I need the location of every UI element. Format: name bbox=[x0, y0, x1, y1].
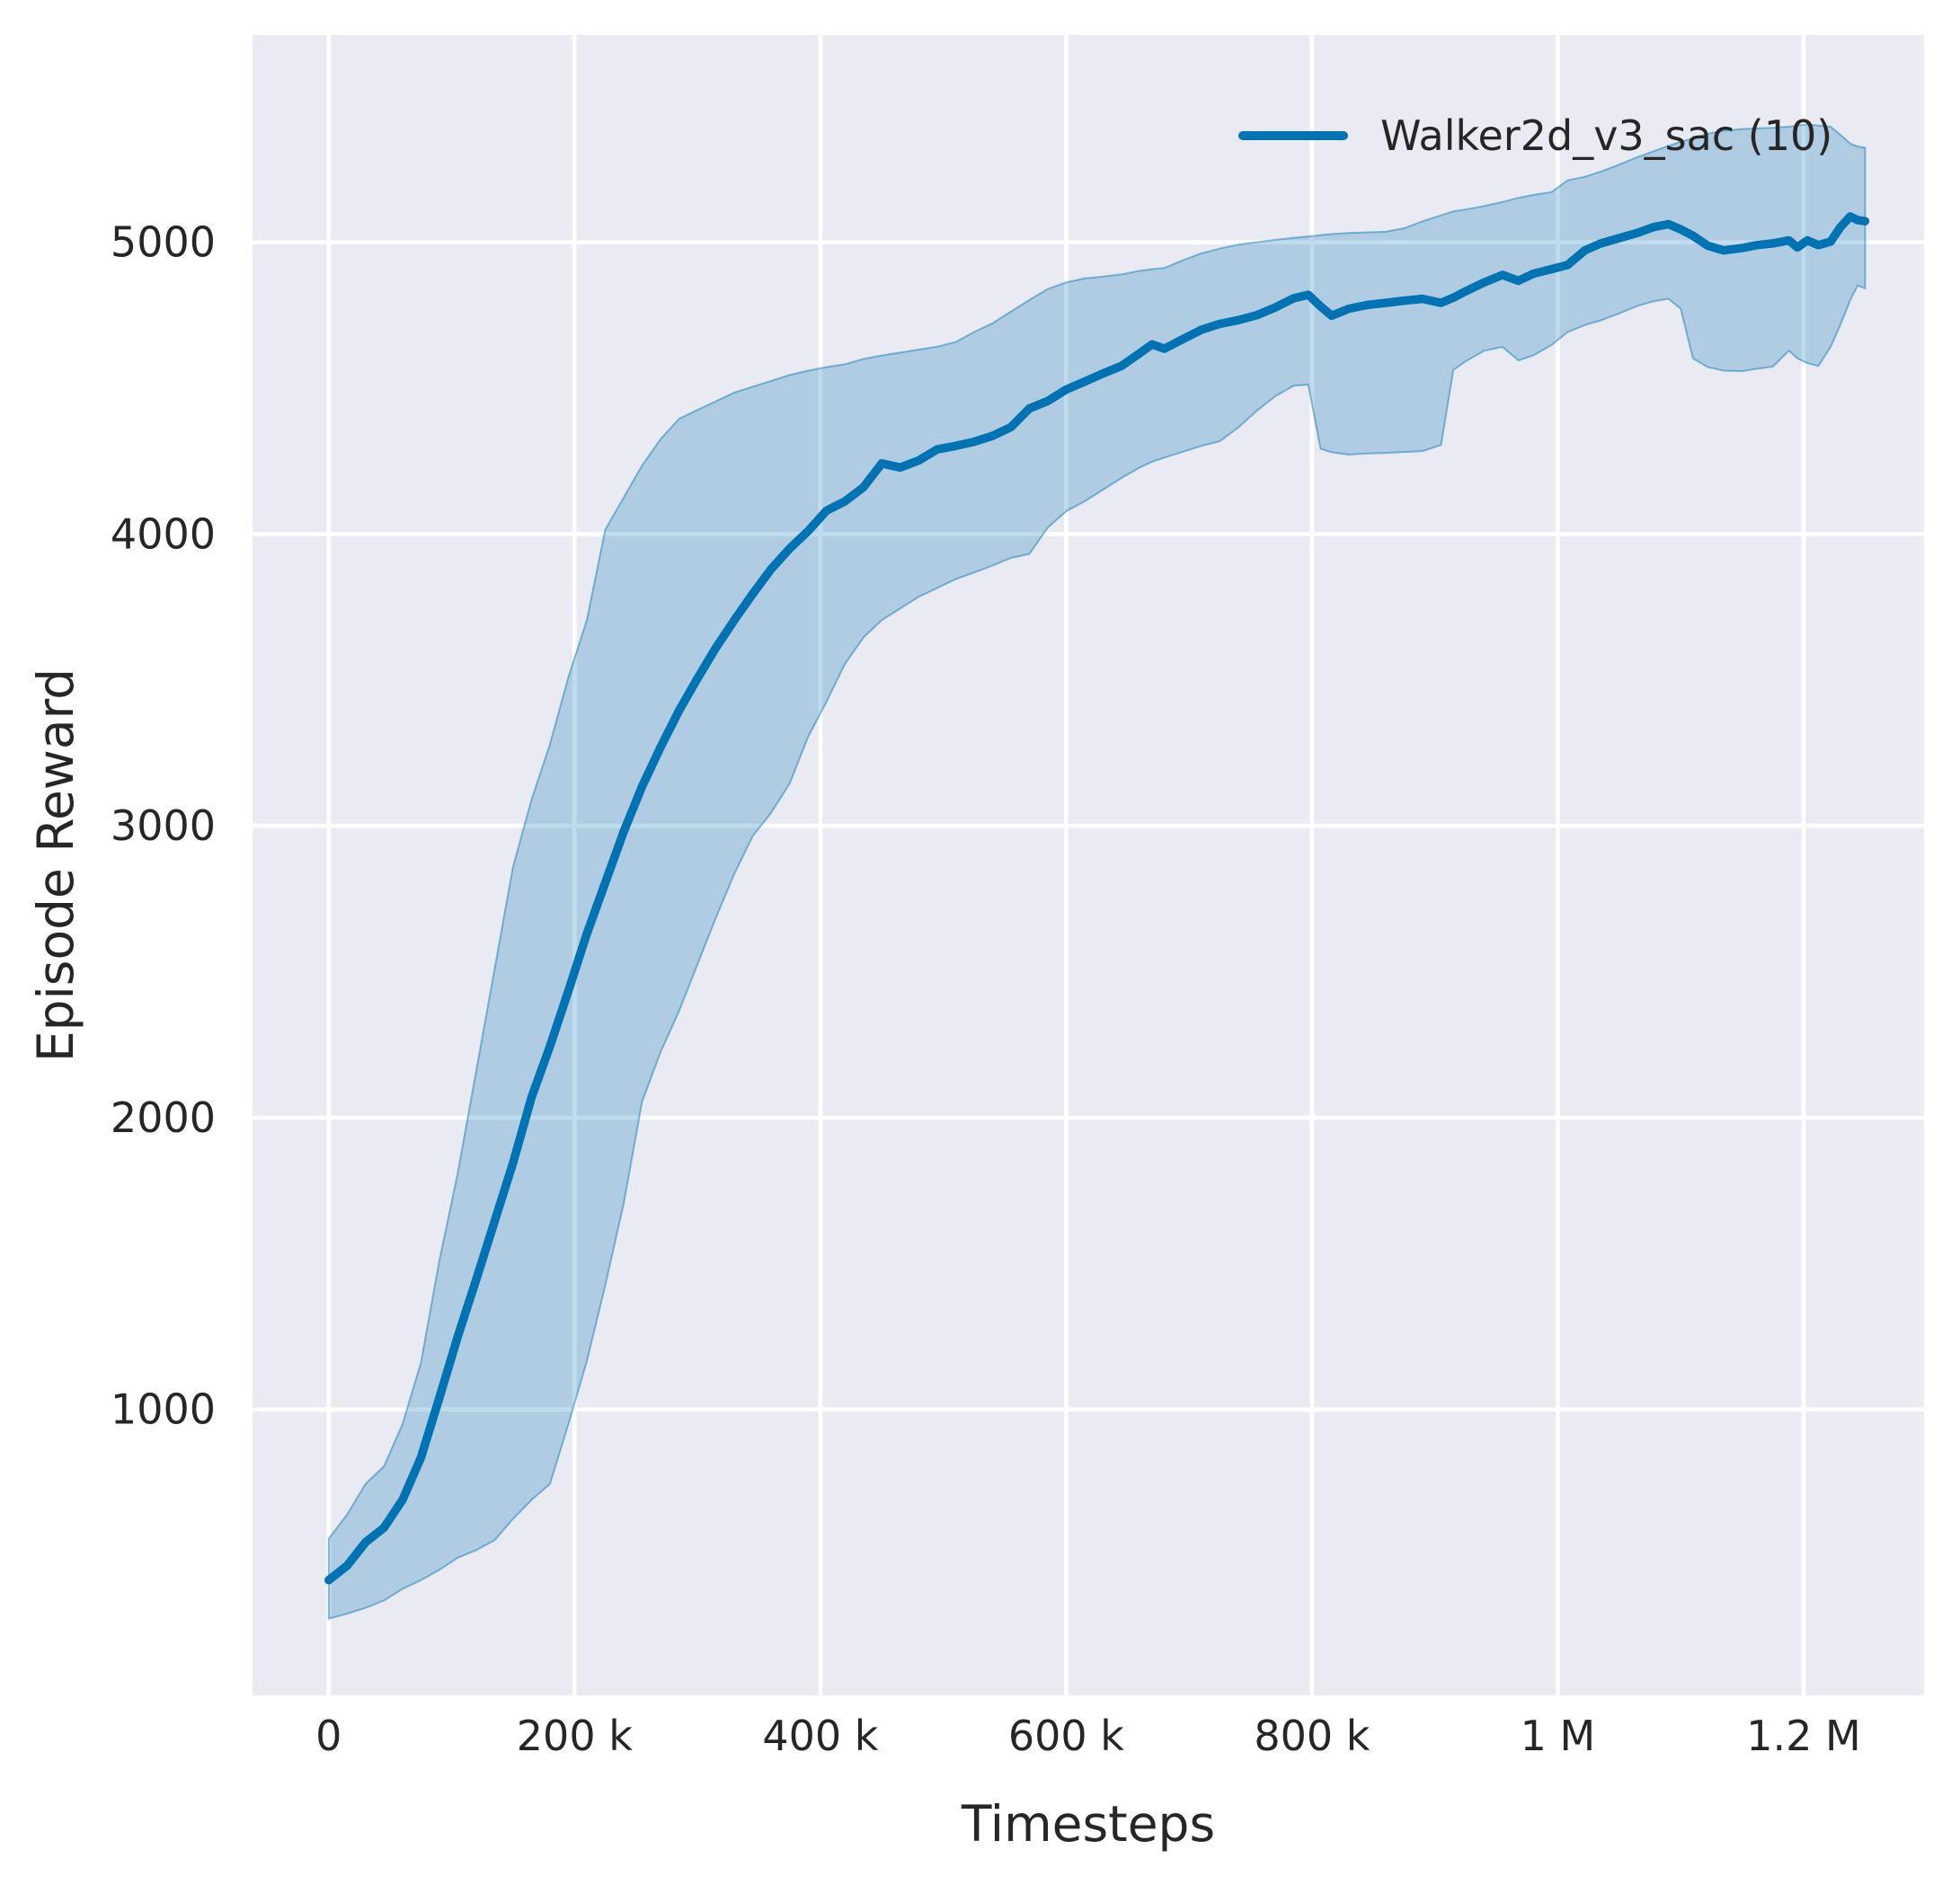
x-tick-label: 1.2 M bbox=[1746, 1712, 1860, 1760]
x-tick-label: 400 k bbox=[762, 1712, 878, 1760]
x-tick-label: 1 M bbox=[1521, 1712, 1596, 1760]
x-tick-label: 600 k bbox=[1008, 1712, 1124, 1760]
legend-label: Walker2d_v3_sac (10) bbox=[1380, 111, 1833, 160]
y-tick-label: 1000 bbox=[111, 1385, 216, 1434]
legend: Walker2d_v3_sac (10) bbox=[1238, 105, 1832, 166]
x-tick-label: 0 bbox=[315, 1712, 341, 1760]
axes-background bbox=[253, 35, 1924, 1695]
mean-line bbox=[324, 212, 1870, 1585]
std-band bbox=[327, 123, 1867, 1620]
y-tick-label: 4000 bbox=[111, 509, 216, 558]
legend-line-swatch bbox=[1238, 131, 1348, 140]
y-axis-label: Episode Reward bbox=[27, 668, 84, 1063]
x-tick-label: 800 k bbox=[1254, 1712, 1370, 1760]
x-axis-label: Timesteps bbox=[961, 1795, 1216, 1853]
y-tick-label: 3000 bbox=[111, 801, 216, 850]
x-tick-label: 200 k bbox=[517, 1712, 633, 1760]
y-tick-label: 2000 bbox=[111, 1093, 216, 1142]
y-tick-label: 5000 bbox=[111, 218, 216, 267]
